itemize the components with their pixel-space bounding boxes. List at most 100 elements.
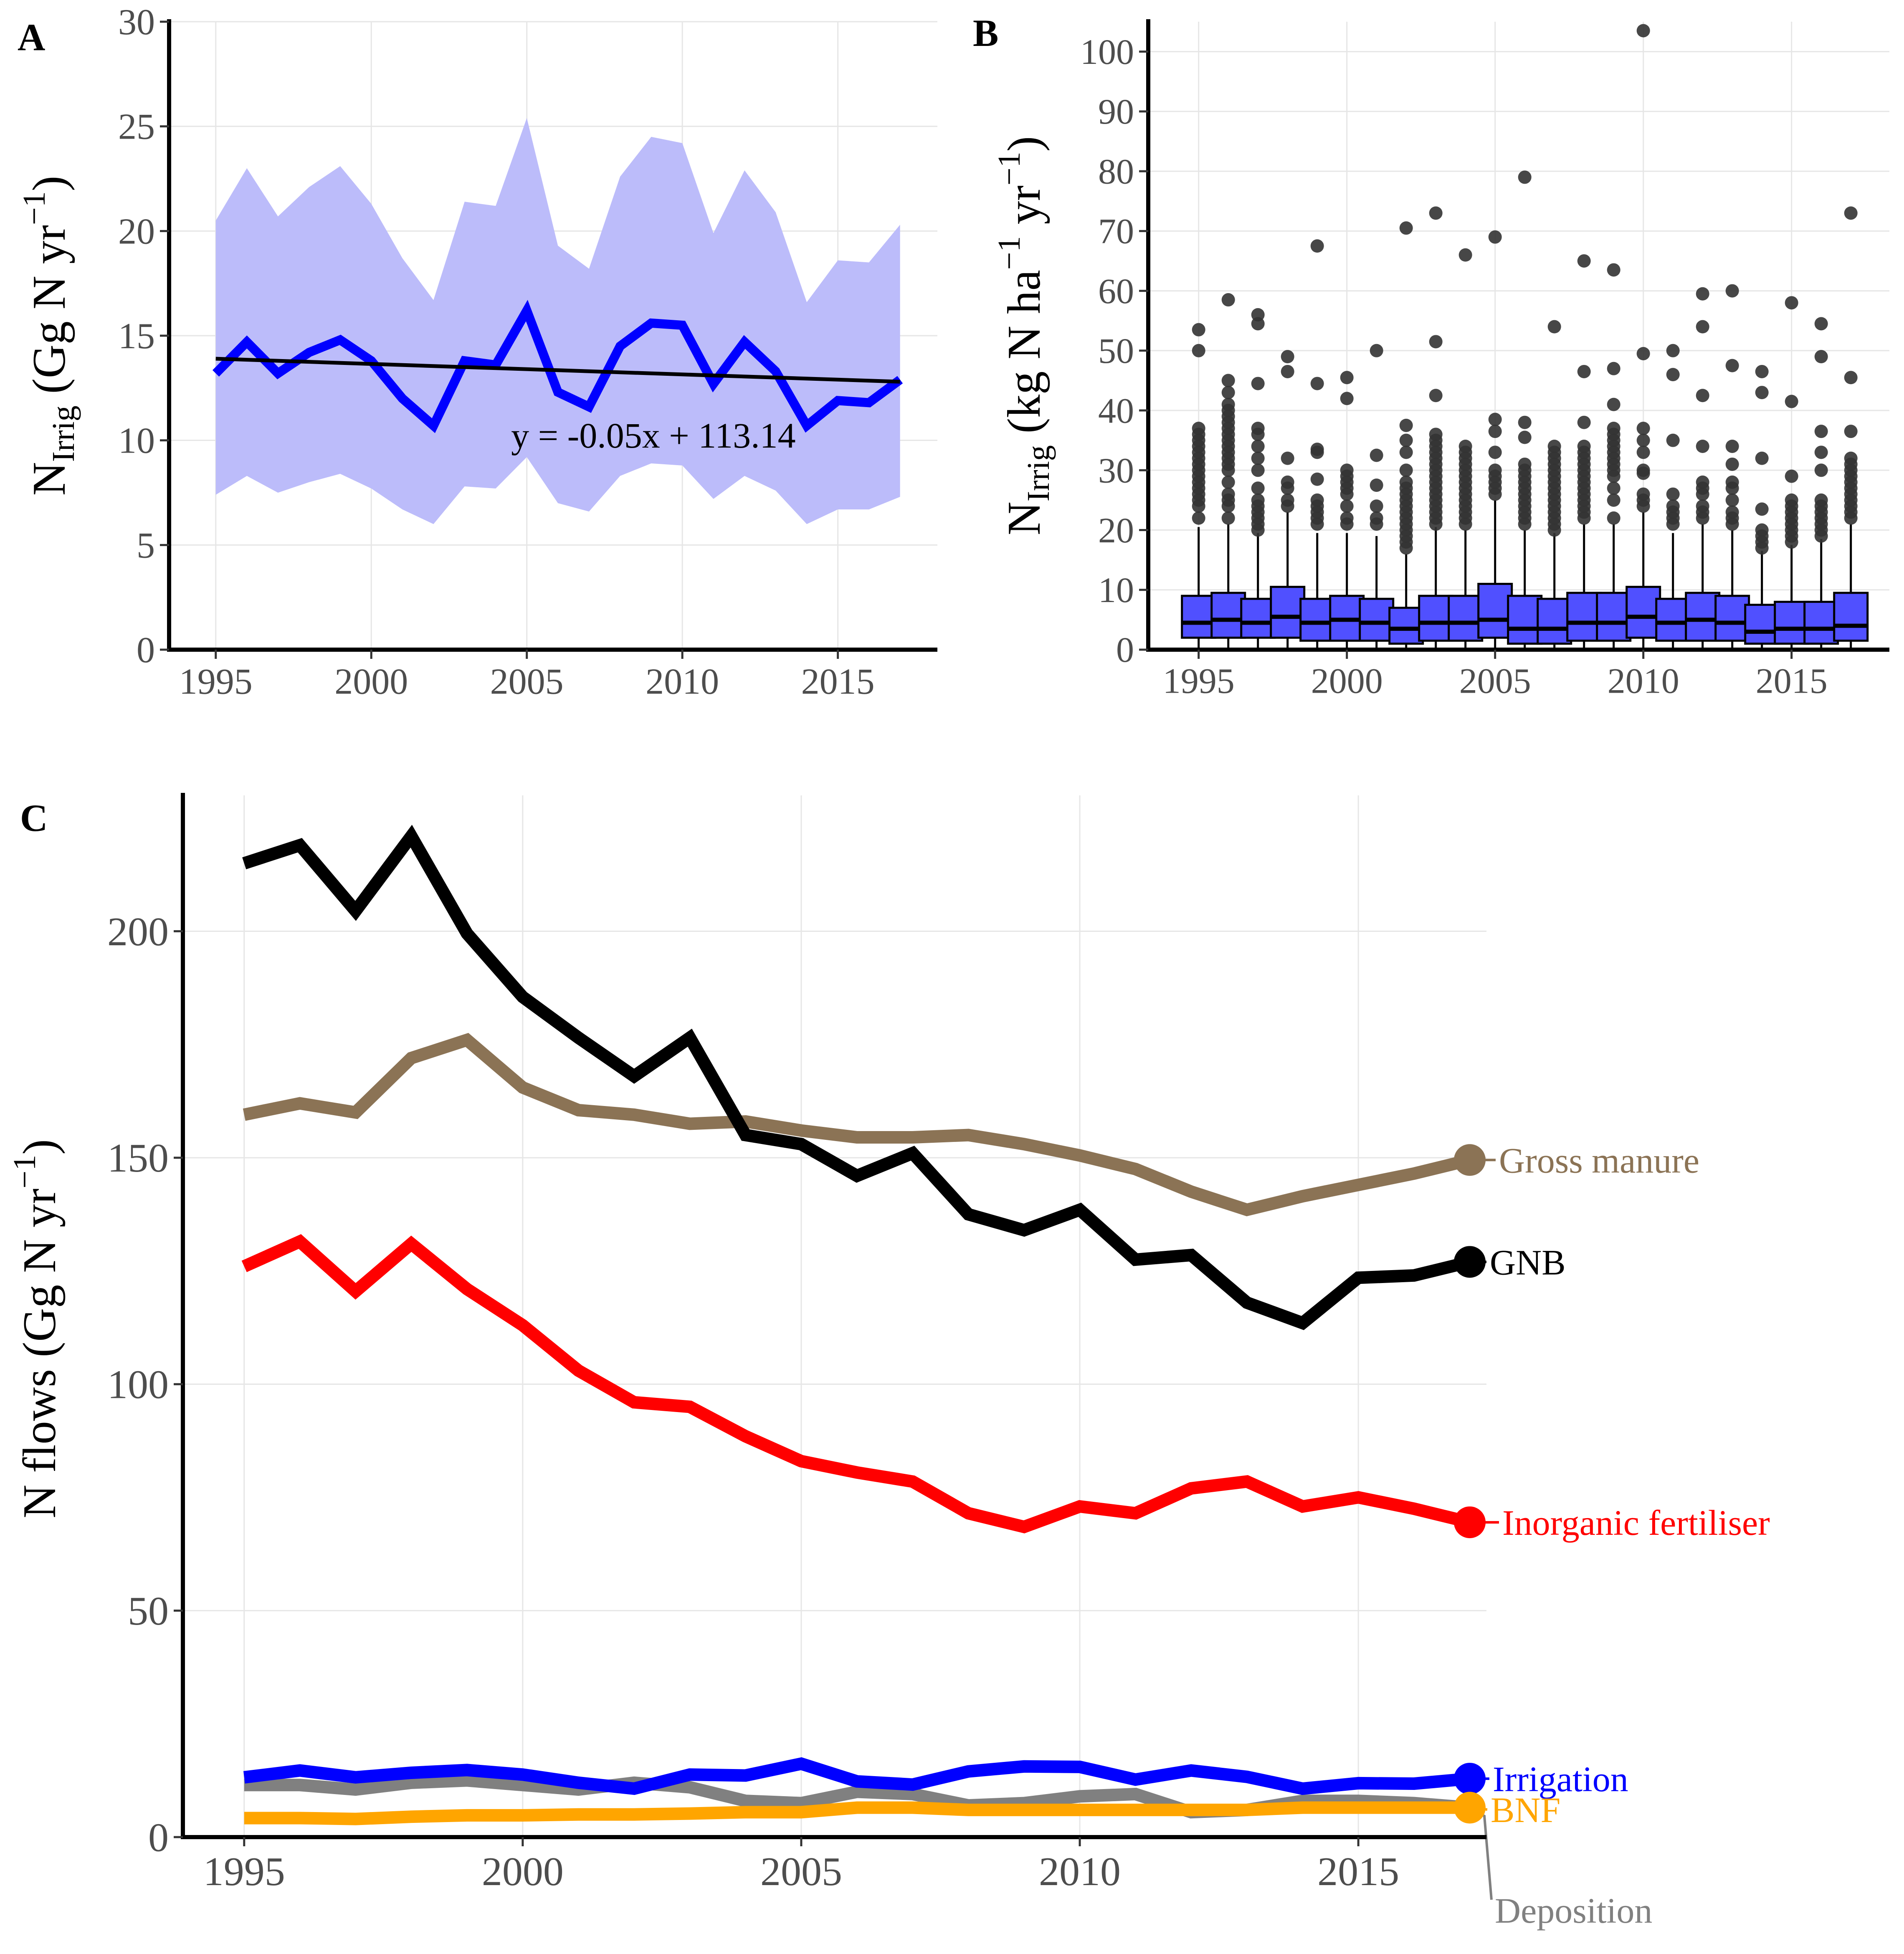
panel-b-outlier-point — [1844, 451, 1858, 465]
panel-b-outlier-point — [1785, 469, 1798, 483]
panel-b-outlier-point — [1725, 457, 1739, 471]
panel-b-outlier-point — [1370, 344, 1383, 357]
panel-b-box — [1507, 595, 1543, 645]
panel-b-outlier-point — [1251, 481, 1265, 495]
panel-b-outlier-point — [1251, 439, 1265, 453]
panel-b-outlier-point — [1636, 422, 1650, 435]
panel-b-outlier-point — [1251, 422, 1265, 435]
panel-a-y-tick-label: 0 — [137, 630, 155, 671]
panel-b-outlier-point — [1607, 422, 1620, 435]
panel-a-equation-annotation: y = -0.05x + 113.14 — [511, 415, 795, 456]
panel-b-box — [1625, 586, 1661, 639]
panel-b-outlier-point — [1310, 472, 1324, 486]
panel-b-box — [1655, 597, 1691, 642]
panel-a-x-tick-label: 1995 — [179, 662, 253, 702]
panel-b-y-tick-label: 60 — [1098, 271, 1134, 311]
panel-c-end-point-gross-manure — [1453, 1144, 1486, 1176]
panel-b-outlier-point — [1221, 374, 1235, 387]
panel-c-series-label-gnb: GNB — [1490, 1242, 1566, 1282]
panel-b-box — [1299, 597, 1335, 642]
panel-b-box — [1240, 597, 1276, 639]
panel-c-y-tick-label: 0 — [148, 1815, 169, 1860]
panel-b-outlier-point — [1696, 499, 1709, 513]
panel-b-box — [1596, 592, 1632, 642]
panel-c-y-tick-label: 150 — [107, 1136, 169, 1181]
panel-b-box — [1388, 607, 1424, 645]
panel-b-box — [1359, 597, 1395, 642]
panel-b-outlier-point — [1814, 493, 1828, 507]
panel-b-outlier-point — [1192, 422, 1205, 435]
panel-c-series-label-gross-manure: Gross manure — [1499, 1140, 1699, 1180]
panel-b-outlier-point — [1399, 418, 1413, 432]
panel-b-outlier-point — [1725, 284, 1739, 298]
panel-b-outlier-point — [1577, 254, 1591, 268]
panel-b-y-tick-label: 20 — [1098, 510, 1134, 550]
panel-a-y-title-subscript: Irrig — [46, 405, 81, 462]
panel-b-y-title-superscript: −1 — [992, 236, 1027, 270]
panel-c-series-line-bnf — [244, 1801, 1470, 1825]
panel-c-y-title-main: N flows (Gg N yr — [14, 1189, 66, 1519]
panel-b-y-tick-label: 90 — [1098, 91, 1134, 132]
panel-b-outlier-point — [1340, 463, 1354, 477]
panel-c-y-tick-label: 50 — [128, 1589, 169, 1634]
panel-b-outlier-point — [1221, 386, 1235, 400]
panel-b-box — [1537, 597, 1572, 645]
panel-b-outlier-point — [1785, 296, 1798, 310]
panel-a-trend-line — [215, 357, 900, 384]
panel-b-outlier-point — [1429, 428, 1443, 441]
panel-b-outlier-point — [1340, 392, 1354, 405]
panel-b-outlier-point — [1607, 493, 1620, 507]
panel-b-outlier-point — [1696, 475, 1709, 489]
panel-b-box — [1714, 595, 1750, 642]
panel-c-x-tick-label: 2000 — [482, 1849, 564, 1894]
panel-b-outlier-point — [1518, 415, 1532, 429]
panel-a-x-tick-label: 2005 — [490, 662, 564, 702]
panel-b-y-tick-label: 70 — [1098, 211, 1134, 251]
panel-a-x-tick-label: 2015 — [801, 662, 875, 702]
panel-c-y-tick-label: 100 — [107, 1362, 169, 1407]
panel-b-x-tick-label: 2000 — [1311, 661, 1383, 701]
panel-b-outlier-point — [1666, 487, 1680, 501]
panel-b-outlier-point — [1607, 362, 1620, 375]
panel-b-y-tick-label: 80 — [1098, 151, 1134, 191]
panel-b-outlier-point — [1192, 323, 1205, 337]
panel-b-outlier-point — [1518, 170, 1532, 184]
panel-b-outlier-point — [1281, 475, 1294, 489]
panel-b-outlier-point — [1310, 377, 1324, 390]
panel-b-box — [1685, 592, 1721, 642]
panel-b-outlier-point — [1399, 445, 1413, 459]
panel-b-outlier-point — [1221, 475, 1235, 489]
panel-b-outlier-point — [1547, 439, 1561, 453]
panel-b-outlier-point — [1251, 377, 1265, 390]
panel-a-y-title-superscript: −1 — [17, 191, 52, 225]
panel-c-series-line-gross-manure — [243, 1033, 1471, 1217]
panel-b-outlier-point — [1399, 475, 1413, 489]
panel-b-y-tick-label: 50 — [1098, 331, 1134, 371]
panel-b-outlier-point — [1755, 523, 1769, 537]
panel-b-outlier-point — [1458, 248, 1472, 262]
panel-b-outlier-point — [1666, 499, 1680, 513]
panel-c: C Gross manure GNB Inorganic fertiliser Irr… — [7, 793, 1770, 1931]
panel-c-end-point-irrigation — [1453, 1763, 1486, 1795]
panel-a-y-title-main: N — [23, 462, 75, 496]
panel-b-outlier-point — [1340, 499, 1354, 513]
panel-b: B 1995 2000 2005 2010 2015 0 10 20 30 40 50 60 70 80 9… — [973, 12, 1889, 701]
panel-b-y-title-close: ) — [998, 136, 1050, 152]
panel-b-outlier-point — [1636, 463, 1650, 477]
panel-c-end-point-bnf — [1453, 1792, 1486, 1824]
panel-b-y-title-unit2: yr — [998, 185, 1050, 236]
panel-b-outlier-point — [1755, 386, 1769, 400]
panel-a-tag: A — [18, 16, 45, 58]
panel-b-outlier-point — [1281, 451, 1294, 465]
panel-b-outlier-point — [1577, 415, 1591, 429]
panel-b-outlier-point — [1696, 389, 1709, 402]
panel-b-outlier-point — [1755, 502, 1769, 516]
panel-b-y-title-unit: (kg N ha — [998, 270, 1050, 445]
panel-b-outlier-point — [1696, 287, 1709, 301]
panel-b-outlier-point — [1192, 511, 1205, 525]
panel-c-x-tick-label: 2005 — [760, 1849, 842, 1894]
panel-a-y-axis-title: NIrrig (Gg N yr−1) — [17, 176, 81, 496]
panel-a-y-title-close: ) — [23, 176, 75, 191]
panel-c-y-tick-label: 200 — [107, 909, 169, 954]
panel-c-series-line-irrigation — [243, 1757, 1471, 1795]
